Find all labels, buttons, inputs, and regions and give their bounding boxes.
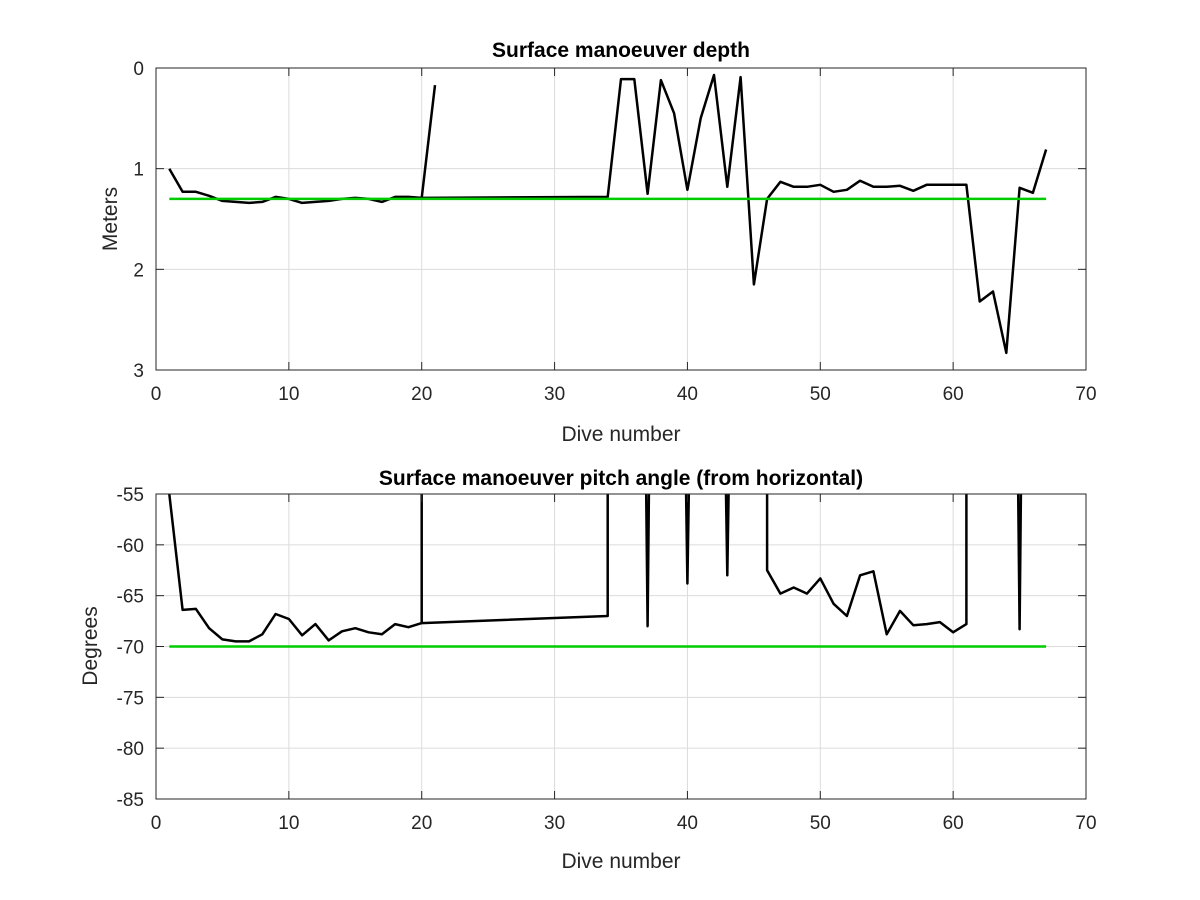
pitch-y-axis-label: Degrees [79,606,102,685]
depth-ticks: 0 10 20 30 40 50 60 70 0 1 2 3 [133,59,1096,405]
pitch-series [168,494,1047,648]
pitch-chart: 0 10 20 30 40 50 60 70 -55 -60 -65 -70 -75 -80 -85 Sur… [79,467,1097,873]
pitch-x-tick-label: 30 [544,813,565,834]
depth-y-tick-label: 0 [133,59,144,80]
depth-x-tick-label: 20 [411,384,432,405]
depth-x-tick-label: 60 [943,384,964,405]
pitch-y-tick-label: -60 [117,536,144,557]
depth-x-tick-label: 70 [1075,384,1096,405]
depth-grid [156,68,1086,370]
pitch-x-tick-label: 70 [1075,813,1096,834]
depth-chart: 0 10 20 30 40 50 60 70 0 1 2 3 Surface manoeuver de… [99,39,1097,446]
pitch-y-tick-label: -55 [117,485,144,506]
pitch-y-tick-label: -70 [117,638,144,659]
pitch-y-tick-label: -65 [117,587,144,608]
pitch-ticks: 0 10 20 30 40 50 60 70 -55 -60 -65 -70 -75 -80 -85 [117,485,1097,834]
depth-x-tick-label: 40 [677,384,698,405]
depth-plot-frame [155,67,1087,371]
depth-x-tick-label: 10 [278,384,299,405]
depth-y-tick-label: 1 [133,160,144,181]
depth-x-tick-label: 50 [810,384,831,405]
pitch-chart-title: Surface manoeuver pitch angle (from hori… [379,467,863,490]
pitch-x-tick-label: 50 [810,813,831,834]
pitch-x-tick-label: 10 [278,813,299,834]
depth-y-tick-label: 2 [133,260,144,281]
pitch-x-tick-label: 0 [151,813,162,834]
depth-y-tick-label: 3 [133,361,144,382]
pitch-y-tick-label: -80 [117,739,144,760]
pitch-x-tick-label: 20 [411,813,432,834]
pitch-data-line [168,494,1023,643]
depth-chart-title: Surface manoeuver depth [492,39,750,62]
depth-x-axis-label: Dive number [561,423,680,446]
depth-y-axis-label: Meters [99,187,122,251]
pitch-x-tick-label: 60 [943,813,964,834]
pitch-x-axis-label: Dive number [561,850,680,873]
pitch-y-tick-label: -85 [117,790,144,811]
depth-x-tick-label: 30 [544,384,565,405]
pitch-y-tick-label: -75 [117,688,144,709]
depth-x-tick-label: 0 [151,384,162,405]
depth-series [168,73,1048,355]
pitch-x-tick-label: 40 [677,813,698,834]
